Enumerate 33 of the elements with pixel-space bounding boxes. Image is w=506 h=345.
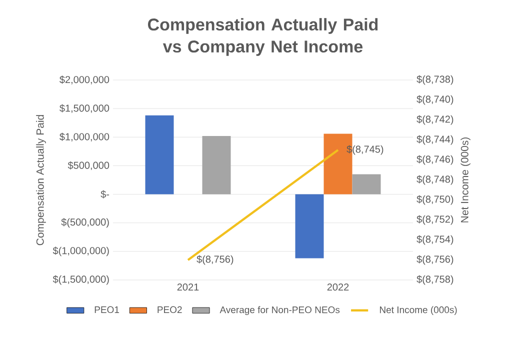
y-tick-label: $1,500,000 [60,104,110,113]
y2-tick-label: $(8,754) [416,235,454,245]
y-tick-label: $2,000,000 [60,76,110,84]
legend-label: PEO2 [158,306,182,314]
y2-tick-label: $(8,758) [416,275,454,285]
y-tick-label: $(1,500,000) [52,275,109,285]
bar [202,136,231,194]
y2-tick-label: $(8,742) [416,115,454,125]
bar [295,194,324,258]
y2-tick-label: $(8,750) [416,195,454,205]
x-tick-label: 2021 [177,284,199,291]
y2-tick-label: $(8,756) [416,255,454,265]
legend-label: PEO1 [94,306,119,314]
bar [145,115,174,194]
y-tick-label: $1,000,000 [60,132,110,142]
y2-tick-label: $(8,740) [416,95,454,105]
y-tick-label: $500,000 [68,161,110,170]
y2-tick-label: $(8,744) [416,135,454,145]
y-tick-label: $- [100,190,110,198]
y2-tick-label: $(8,748) [416,175,454,185]
x-tick-label: 2022 [327,284,349,291]
y2-tick-label: $(8,752) [416,215,454,225]
y2-tick-label: $(8,738) [416,75,454,85]
y-axis-title: Compensation Actually Paid [36,115,46,246]
y-tick-label: $(1,000,000) [52,246,109,256]
bar [352,174,381,194]
chart-title: Compensation Actually Paid vs Company Net Income [148,18,378,56]
legend-label: Net Income (000s) [380,306,457,316]
legend-label: Average for Non-PEO NEOs [220,306,340,316]
y-tick-label: $(500,000) [61,218,109,228]
y2-axis-title: Net Income (000s) [460,137,470,222]
data-label: $(8,756) [196,255,234,265]
y2-tick-label: $(8,746) [416,155,454,165]
